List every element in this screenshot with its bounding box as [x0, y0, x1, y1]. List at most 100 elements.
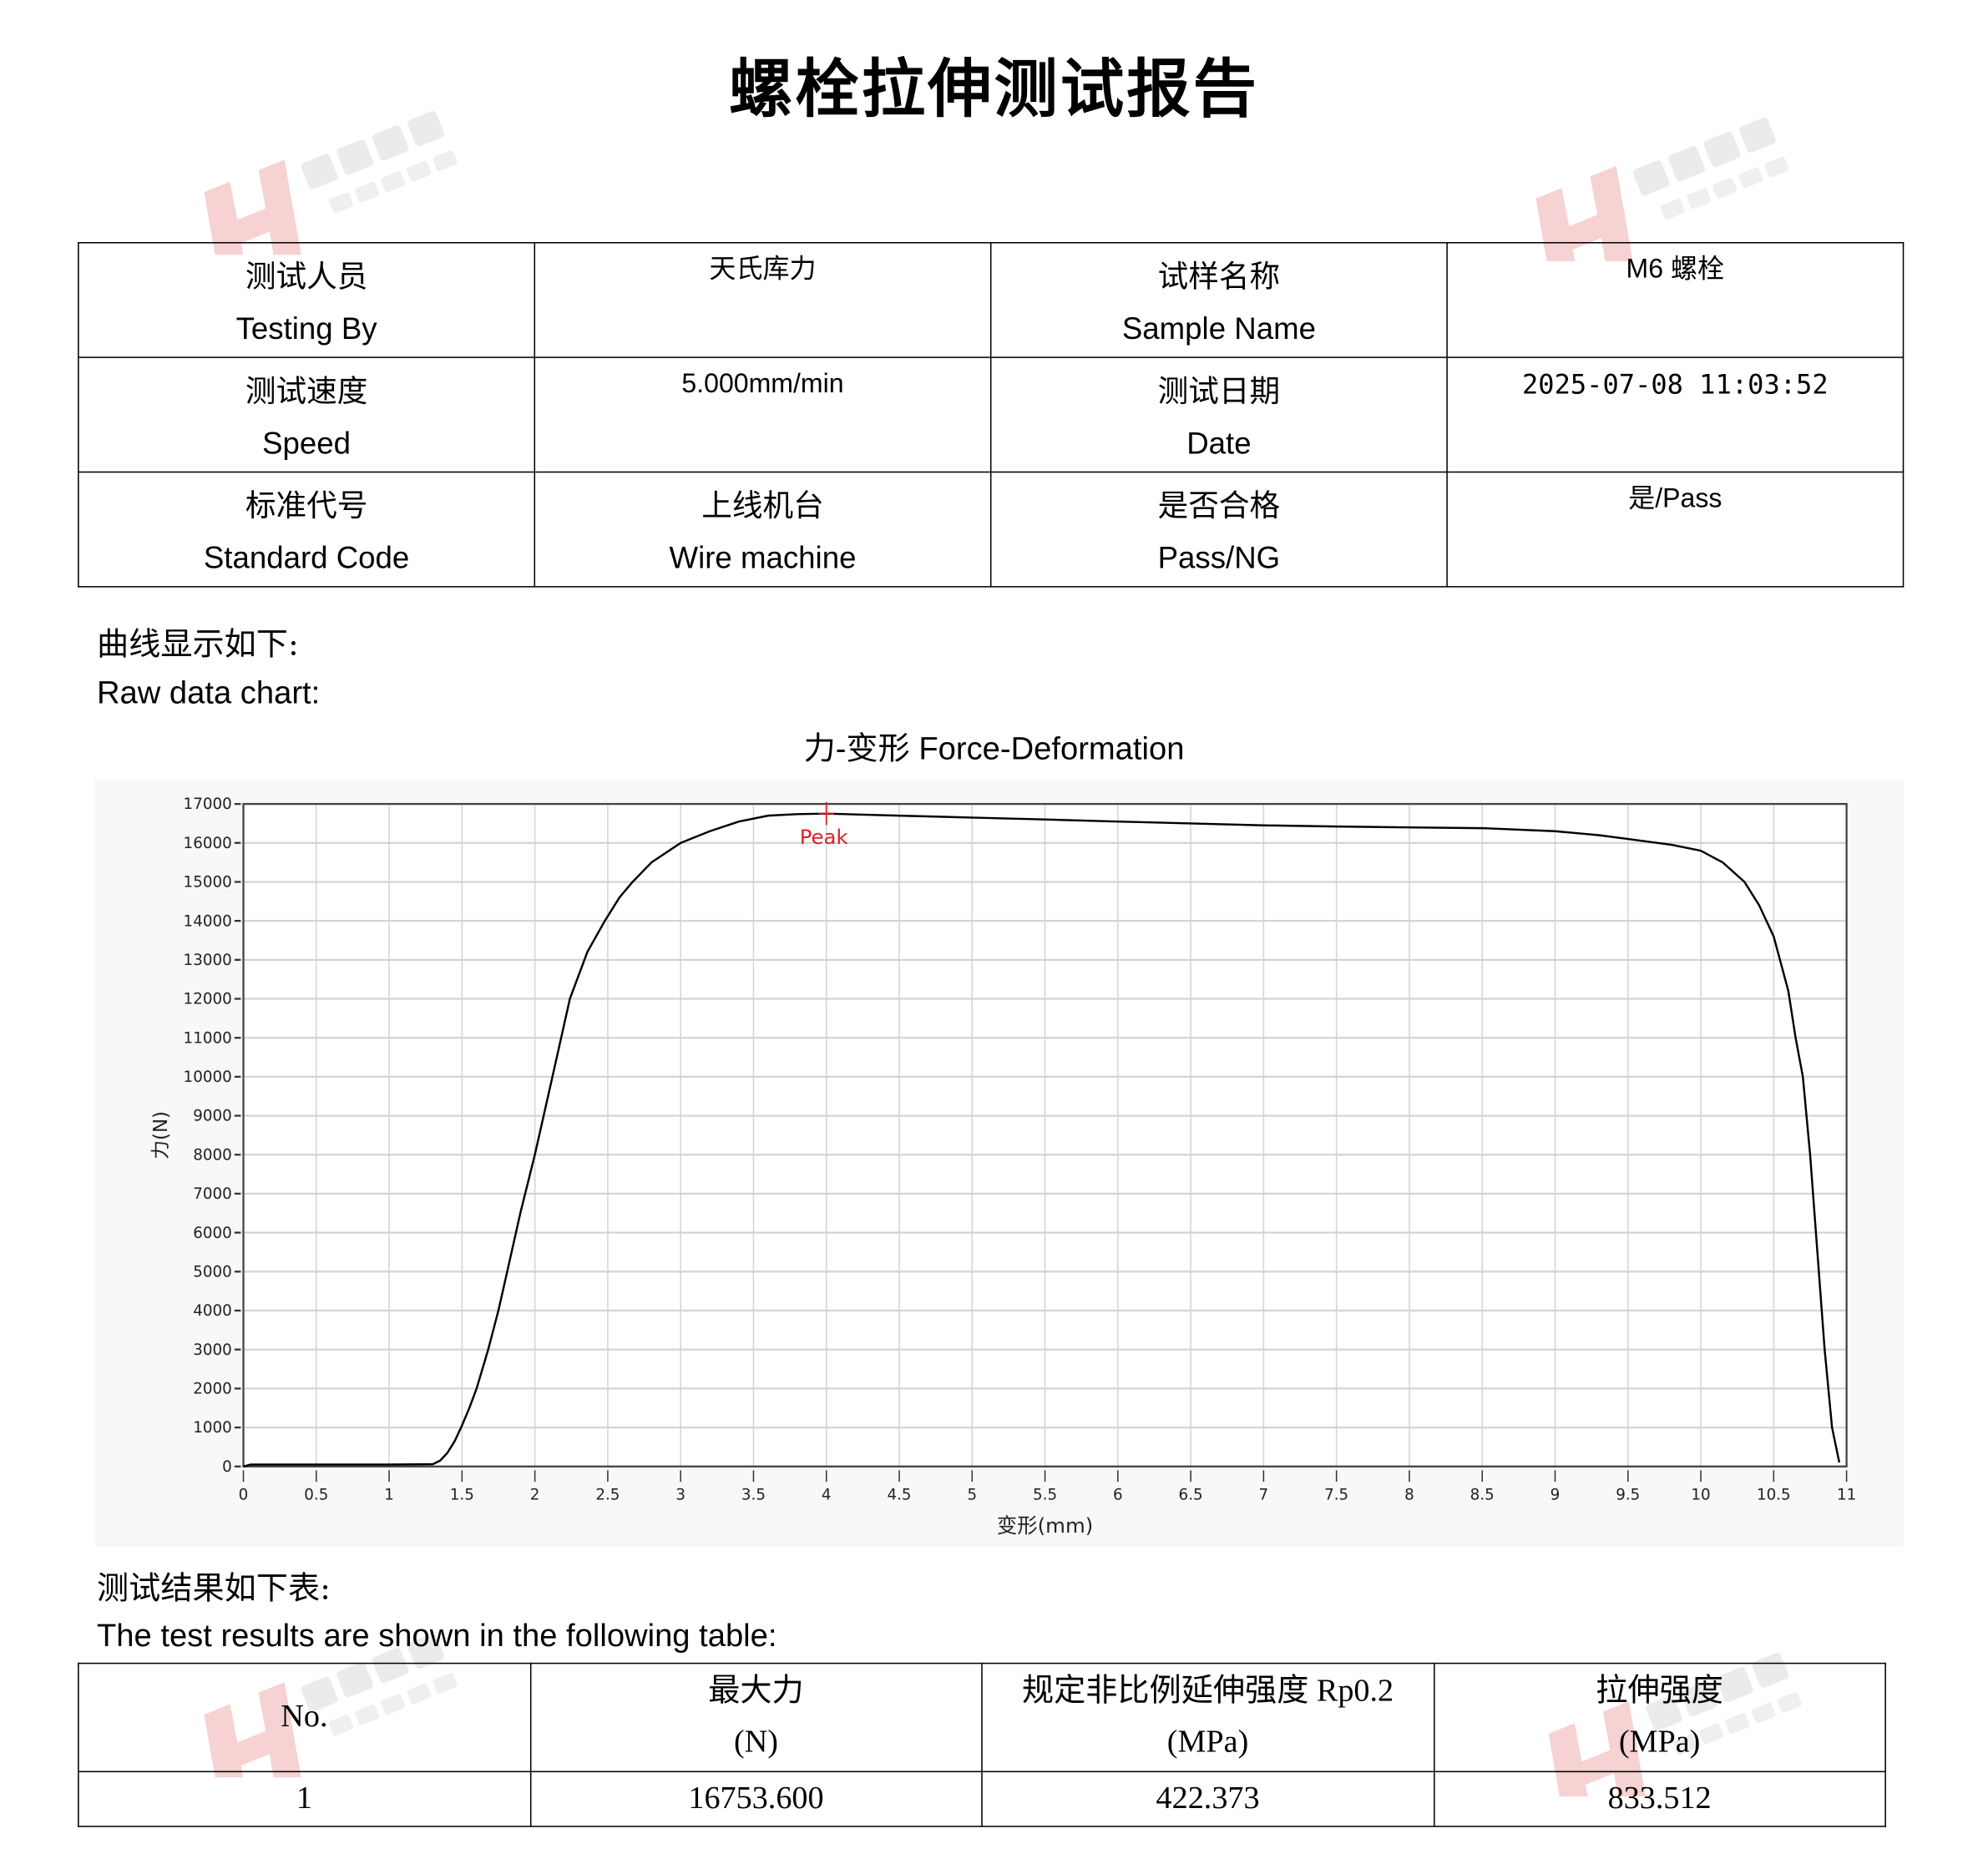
results-header-cell: No.: [78, 1662, 531, 1773]
x-tick-label: 4: [822, 1486, 832, 1503]
y-tick-label: 17000: [184, 796, 232, 813]
x-tick-label: 4.5: [887, 1486, 911, 1503]
peak-label: Peak: [800, 825, 849, 849]
y-tick-label: 11000: [184, 1029, 232, 1047]
y-tick-label: 4000: [193, 1302, 232, 1320]
results-section-en: The test results are shown in the follow…: [96, 1618, 777, 1654]
x-tick-label: 11: [1837, 1486, 1856, 1503]
y-axis-label: 力(N): [150, 1111, 172, 1159]
x-tick-label: 5.5: [1033, 1486, 1057, 1503]
x-tick-label: 6.5: [1179, 1486, 1203, 1503]
header-line2: (MPa): [1618, 1725, 1701, 1760]
label-cn: 测试人员: [245, 258, 368, 295]
x-axis-label: 变形(mm): [997, 1513, 1093, 1538]
info-row: 标准代号 Standard Code 上线机台 Wire machine 是否合格 Pas…: [78, 471, 1905, 588]
y-tick-label: 14000: [184, 912, 232, 930]
header-line2: (N): [733, 1725, 778, 1760]
x-tick-label: 1.5: [450, 1486, 474, 1503]
info-value: 5.000mm/min: [534, 356, 992, 473]
curve-section-cn: 曲线显示如下:: [96, 625, 299, 663]
x-tick-label: 2.5: [595, 1486, 620, 1503]
info-value: 2025-07-08 11:03:52: [1446, 356, 1905, 473]
report-title: 螺栓拉伸测试报告: [729, 51, 1259, 127]
y-tick-label: 13000: [184, 952, 232, 969]
y-tick-label: 5000: [193, 1263, 232, 1281]
y-tick-label: 1000: [193, 1419, 232, 1437]
label-en: Pass/NG: [1157, 541, 1281, 576]
info-value: 是/Pass: [1446, 471, 1905, 588]
x-tick-label: 3: [675, 1486, 685, 1503]
y-tick-label: 3000: [193, 1341, 232, 1359]
y-tick-label: 10000: [184, 1068, 232, 1086]
header-line1: 拉伸强度: [1596, 1674, 1723, 1709]
info-label: 测试人员 Testing By: [78, 241, 536, 358]
header-line1: 最大力: [708, 1674, 804, 1709]
results-header-cell: 规定非比例延伸强度 Rp0.2 (MPa): [981, 1662, 1434, 1773]
x-tick-label: 8: [1404, 1486, 1414, 1503]
info-table: 测试人员 Testing By 天氏库力 试样名称 Sample Name M6 螺栓 测试…: [78, 241, 1905, 588]
y-tick-label: 12000: [184, 991, 232, 1008]
label-cn: 是否合格: [1157, 487, 1281, 524]
x-tick-label: 8.5: [1470, 1486, 1495, 1503]
results-cell: 422.373: [981, 1771, 1434, 1827]
x-tick-label: 9: [1550, 1486, 1561, 1503]
force-deformation-curve: [243, 812, 1841, 1467]
y-tick-label: 15000: [184, 874, 232, 892]
curve-section-en: Raw data chart:: [96, 674, 321, 711]
results-cell: 16753.600: [529, 1771, 983, 1827]
y-tick-label: 8000: [193, 1146, 232, 1164]
info-label: 是否合格 Pass/NG: [989, 471, 1448, 588]
x-tick-label: 10.5: [1757, 1486, 1791, 1503]
info-label: 上线机台 Wire machine: [534, 471, 992, 588]
x-tick-label: 9.5: [1616, 1486, 1640, 1503]
x-tick-label: 5: [967, 1486, 977, 1503]
y-tick-label: 6000: [193, 1225, 232, 1242]
results-row: 1 16753.600 422.373 833.512: [78, 1771, 1886, 1827]
info-row: 测试人员 Testing By 天氏库力 试样名称 Sample Name M6 螺栓: [78, 241, 1905, 358]
label-cn: 试样名称: [1157, 258, 1281, 295]
x-tick-label: 0: [239, 1486, 249, 1503]
info-label: 测试速度 Speed: [78, 356, 536, 473]
info-value: 天氏库力: [534, 241, 992, 358]
info-label: 试样名称 Sample Name: [989, 241, 1448, 358]
label-en: Speed: [262, 427, 352, 462]
x-tick-label: 3.5: [741, 1486, 766, 1503]
x-tick-label: 1: [384, 1486, 394, 1503]
results-header-cell: 最大力 (N): [529, 1662, 983, 1773]
label-en: Testing By: [235, 311, 377, 347]
info-row: 测试速度 Speed 5.000mm/min 测试日期 Date 2025-07-08 1…: [78, 356, 1905, 473]
x-tick-label: 2: [530, 1486, 540, 1503]
info-label: 标准代号 Standard Code: [78, 471, 536, 588]
header-line1: 规定非比例延伸强度 Rp0.2: [1021, 1674, 1394, 1709]
plot-border: [242, 802, 1848, 1467]
results-cell: 833.512: [1433, 1771, 1886, 1827]
force-deformation-chart: 0 0.5 1 1.5 2 2.5 3 3.5 4 4.5 5 5.5 6 6.5 7 7.5 8 8.5 9 9.5…: [94, 780, 1905, 1547]
label-en: Date: [1186, 427, 1252, 462]
label-en: Sample Name: [1121, 311, 1316, 347]
header-line2: (MPa): [1166, 1725, 1249, 1760]
info-label: 测试日期 Date: [989, 356, 1448, 473]
chart-title: 力-变形 Force-Deformation: [803, 731, 1185, 767]
x-tick-label: 6: [1113, 1486, 1123, 1503]
label-cn: 标准代号: [245, 487, 368, 524]
label-cn: 测试日期: [1157, 373, 1281, 409]
label-en: Wire machine: [669, 541, 857, 576]
results-header-row: No. 最大力 (N) 规定非比例延伸强度 Rp0.2 (MPa) 拉伸强度 (MPa): [78, 1662, 1886, 1773]
x-tick-label: 7: [1259, 1486, 1269, 1503]
y-tick-label: 16000: [184, 835, 232, 852]
label-cn: 测试速度: [245, 373, 368, 409]
header-line1: No.: [281, 1700, 328, 1735]
results-table: No. 最大力 (N) 规定非比例延伸强度 Rp0.2 (MPa) 拉伸强度 (MPa) 1 1…: [78, 1662, 1886, 1827]
y-tick-label: 2000: [193, 1381, 232, 1398]
y-tick-label: 7000: [193, 1185, 232, 1203]
info-value: M6 螺栓: [1446, 241, 1905, 358]
y-tick-label: 0: [222, 1458, 232, 1476]
label-en: Standard Code: [203, 541, 410, 576]
results-section-cn: 测试结果如下表:: [96, 1569, 331, 1607]
label-cn: 上线机台: [701, 487, 824, 524]
x-tick-label: 0.5: [304, 1486, 328, 1503]
results-header-cell: 拉伸强度 (MPa): [1433, 1662, 1886, 1773]
x-tick-label: 7.5: [1324, 1486, 1348, 1503]
y-tick-label: 9000: [193, 1108, 232, 1125]
